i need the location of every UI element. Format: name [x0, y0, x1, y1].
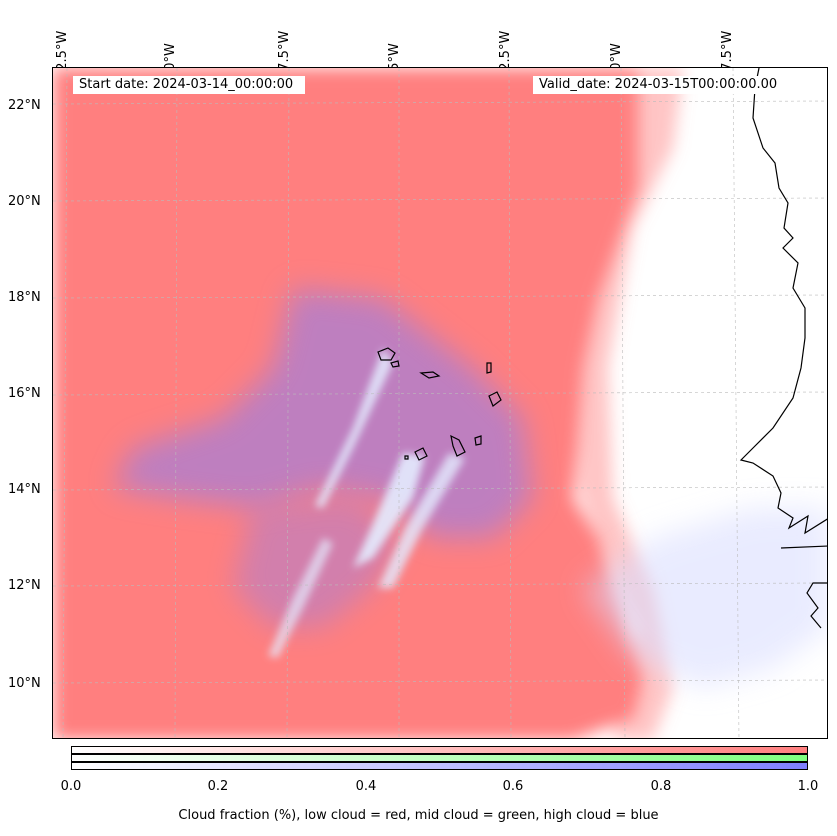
- island-sao-nicolau: [419, 371, 441, 379]
- high-cloud-layer: [113, 288, 827, 688]
- gambia-coastline: [780, 545, 827, 549]
- island-boa-vista: [488, 391, 502, 407]
- cloud-fraction-map[interactable]: [53, 68, 828, 739]
- colorbar-tick-label: 0.0: [60, 779, 82, 794]
- start-date-label: Start date: 2024-03-14_00:00:00: [73, 76, 305, 94]
- valid-date-label: Valid_date: 2024-03-15T00:00:00.00: [533, 76, 814, 94]
- lat-label-20n: 20°N: [8, 194, 41, 209]
- island-fogo: [414, 447, 428, 461]
- mixed-cloud-band: [113, 288, 533, 538]
- lat-label-12n: 12°N: [8, 578, 41, 593]
- colorbar-tick-label: 0.6: [502, 779, 524, 794]
- colorbar-mid-cloud: [71, 754, 808, 762]
- colorbar-low-cloud: [71, 746, 808, 754]
- island-brava: [404, 455, 409, 460]
- colorbar-tick-label: 0.4: [355, 779, 377, 794]
- high-cloud-streak: [378, 453, 465, 588]
- colorbar-tick-label: 0.8: [650, 779, 672, 794]
- gridlines: [53, 68, 827, 738]
- map-panel[interactable]: [52, 67, 828, 739]
- island-santo-antao: [377, 347, 396, 361]
- colorbar-tick-label: 1.0: [797, 779, 819, 794]
- coastline: [377, 68, 827, 629]
- lat-label-16n: 16°N: [8, 386, 41, 401]
- island-maio: [474, 435, 482, 446]
- lat-label-18n: 18°N: [8, 290, 41, 305]
- high-cloud-streak: [353, 453, 425, 568]
- colorbar-tick-label: 0.2: [207, 779, 229, 794]
- island-sal: [486, 362, 492, 374]
- colorbar-caption: Cloud fraction (%), low cloud = red, mid…: [178, 808, 659, 823]
- lat-label-10n: 10°N: [8, 676, 41, 691]
- island-sao-vicente: [390, 360, 400, 368]
- high-cloud-east: [583, 508, 827, 688]
- guinea-bissau-coastline: [806, 582, 827, 629]
- lat-label-22n: 22°N: [8, 98, 41, 113]
- high-cloud-streak: [315, 348, 393, 508]
- island-santiago: [450, 434, 466, 457]
- lat-label-14n: 14°N: [8, 482, 41, 497]
- colorbar-high-cloud: [71, 762, 808, 770]
- africa-coastline: [739, 68, 827, 535]
- high-cloud-streak: [268, 538, 333, 658]
